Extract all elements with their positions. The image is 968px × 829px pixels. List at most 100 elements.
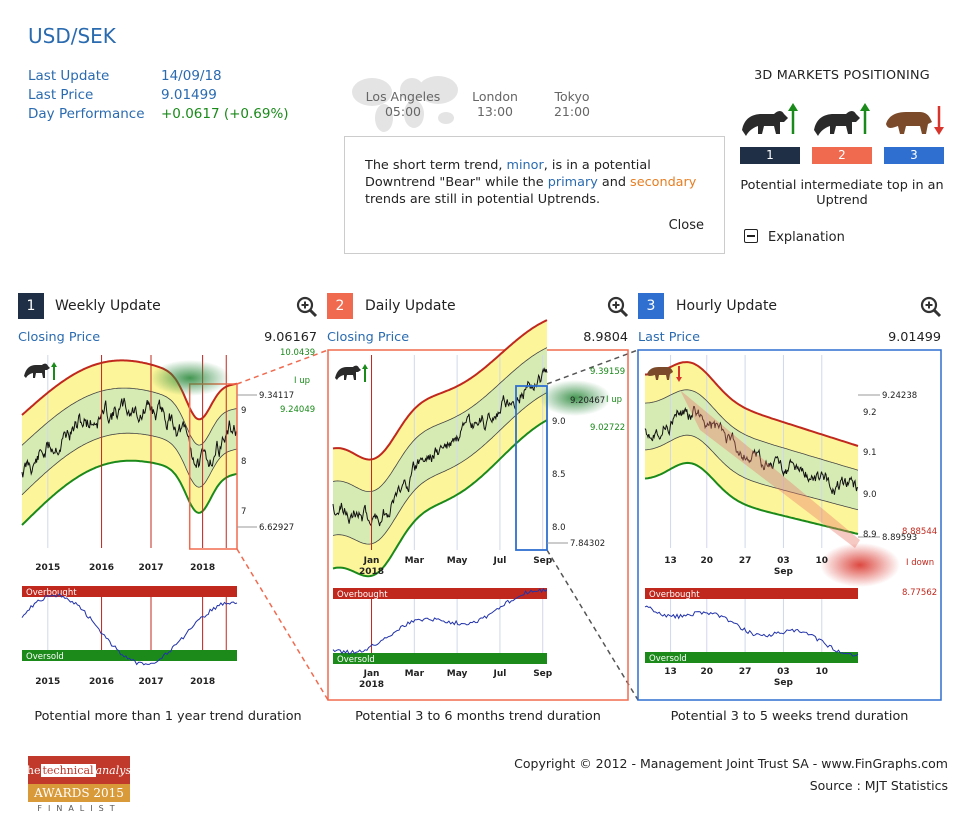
inner-upper-line (21, 387, 238, 446)
panel-1-price-value: 9.06167 (264, 330, 317, 345)
x-tick-label: May (447, 669, 468, 679)
award-text: technical (40, 763, 96, 777)
x-tick-label: Sep (533, 556, 553, 566)
oversold-bar (645, 652, 858, 663)
trend-band-inner (333, 347, 547, 545)
last-update-value: 14/09/18 (161, 68, 222, 84)
inner-lower-line (332, 392, 548, 545)
popup-text-part: trends are still in potential Uptrends. (365, 192, 601, 207)
world-map-icon (352, 76, 458, 132)
minor-link[interactable]: minor (506, 158, 544, 173)
zoom-in-icon[interactable] (296, 296, 318, 318)
award-line-1: the technical analyst (22, 756, 136, 784)
panel-1-price-label: Closing Price (18, 330, 101, 345)
upper-bound-line (332, 319, 548, 461)
city-name: Los Angeles (365, 89, 441, 104)
overbought-bar (645, 588, 858, 599)
y-tick-label: 9.2 (863, 408, 877, 418)
down-arrow-head (676, 377, 682, 382)
price-line (332, 367, 548, 527)
x-tick-label: Mar (405, 669, 425, 679)
inner-upper-line (644, 389, 859, 471)
inner-upper-line (332, 347, 548, 492)
x-tick-label: 2018 (190, 563, 215, 573)
positioning-box-3: 3 (884, 147, 944, 164)
overbought-label: Overbought (337, 590, 388, 600)
award-line-2: AWARDS 2015 (28, 784, 130, 802)
y-tick-label: 9.1 (863, 448, 877, 458)
x-tick-label: 2016 (89, 677, 114, 687)
bull-icon (24, 363, 50, 378)
y-tick-label: 9.0 (863, 490, 877, 500)
positioning-description: Potential intermediate top in an Uptrend (740, 178, 944, 208)
x-tick-label: Jan (363, 669, 380, 679)
positioning-title: 3D MARKETS POSITIONING (754, 68, 930, 83)
zoom-connector (546, 549, 639, 701)
trend-label: I down (906, 558, 934, 568)
target-zone-glow (150, 360, 230, 396)
panel-2-frame (327, 349, 629, 701)
target-zone-glow (820, 543, 900, 587)
daily-chart: Jan Mar May Jul Sep 2018 9.39159 I up9.20467 9.0… (332, 319, 625, 690)
x-tick-label: 2018 (190, 677, 215, 687)
award-logo: the technical analyst AWARDS 2015 FINALIS… (22, 756, 136, 814)
city-name: London (472, 89, 518, 104)
x-tick-label: 10 (816, 667, 829, 677)
positioning-box-2: 2 (812, 147, 872, 164)
panel-3-frame (637, 349, 942, 701)
bull-icon (814, 103, 870, 136)
y-tick-label: 7 (241, 507, 246, 517)
positioning-icons (742, 103, 944, 136)
level-label: 6.62927 (259, 523, 294, 533)
explanation-toggle[interactable]: Explanation (744, 229, 845, 245)
level-label: 7.84302 (570, 539, 605, 549)
secondary-link[interactable]: secondary (630, 175, 697, 190)
level-label: 8.77562 (902, 588, 937, 598)
x-tick-label: 13 (664, 556, 677, 566)
level-label: 10.0439 (280, 348, 315, 358)
y-tick-label: 8 (241, 457, 246, 467)
city-time: 21:00 (553, 104, 591, 119)
x-tick-label: Jan (363, 556, 380, 566)
source-text: Source : MJT Statistics (809, 778, 948, 793)
up-arrow-head (362, 364, 368, 369)
x-tick-label: Sep (533, 669, 553, 679)
award-text: analyst (95, 763, 136, 777)
projection-wedge (680, 390, 860, 548)
award-text: the (22, 763, 41, 777)
bear-icon (886, 106, 944, 135)
overbought-label: Overbought (26, 588, 77, 598)
primary-link[interactable]: primary (547, 175, 598, 190)
close-button[interactable]: Close (668, 218, 704, 233)
city-la: Los Angeles 05:00 (358, 89, 448, 119)
panel-2-number: 2 (327, 293, 353, 319)
zoom-in-icon[interactable] (607, 296, 629, 318)
level-label: 9.20467 (570, 396, 605, 406)
x-tick-label: 10 (816, 556, 829, 566)
panel-3-price-label: Last Price (638, 330, 700, 345)
oscillator-line (21, 593, 238, 666)
x-tick-label: 2015 (35, 677, 60, 687)
panel-1-title: Weekly Update (55, 298, 161, 314)
level-label: 9.24049 (280, 405, 315, 415)
last-price-label: Last Price (28, 87, 94, 103)
popup-text: The short term trend, minor, is in a pot… (365, 157, 710, 208)
level-label: 8.88544 (902, 527, 937, 537)
bear-icon (647, 367, 673, 380)
level-label: 9.39159 (590, 367, 625, 377)
price-line (21, 397, 238, 478)
panel-3-number: 3 (638, 293, 664, 319)
overbought-bar (333, 588, 547, 599)
city-time: 13:00 (476, 104, 514, 119)
panel-2-title: Daily Update (365, 298, 456, 314)
oversold-label: Oversold (26, 652, 64, 662)
price-line (644, 405, 859, 495)
level-label: 9.24238 (882, 391, 917, 401)
y-tick-label: 8.0 (552, 523, 566, 533)
x-tick-label: Jul (492, 556, 506, 566)
oversold-label: Oversold (337, 655, 375, 665)
x-tick-label: 27 (739, 667, 752, 677)
zoom-in-icon[interactable] (920, 296, 942, 318)
popup-text-part: The short term trend, (365, 158, 507, 173)
level-label: 9.02722 (590, 423, 625, 433)
